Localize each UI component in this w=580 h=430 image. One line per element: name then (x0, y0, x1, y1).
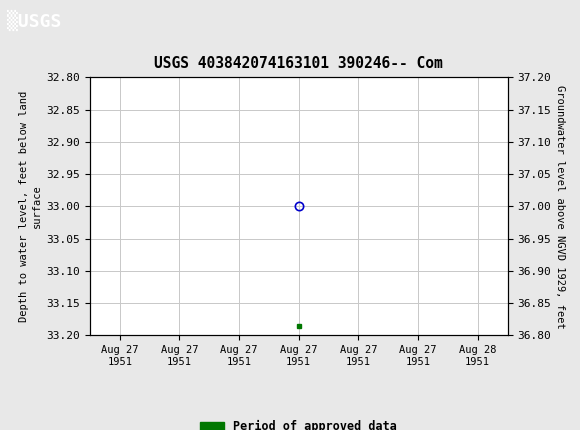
Title: USGS 403842074163101 390246-- Com: USGS 403842074163101 390246-- Com (154, 55, 443, 71)
Legend: Period of approved data: Period of approved data (195, 415, 402, 430)
Y-axis label: Depth to water level, feet below land
surface: Depth to water level, feet below land su… (19, 91, 42, 322)
Y-axis label: Groundwater level above NGVD 1929, feet: Groundwater level above NGVD 1929, feet (555, 85, 565, 328)
Text: ▒USGS: ▒USGS (7, 10, 61, 31)
